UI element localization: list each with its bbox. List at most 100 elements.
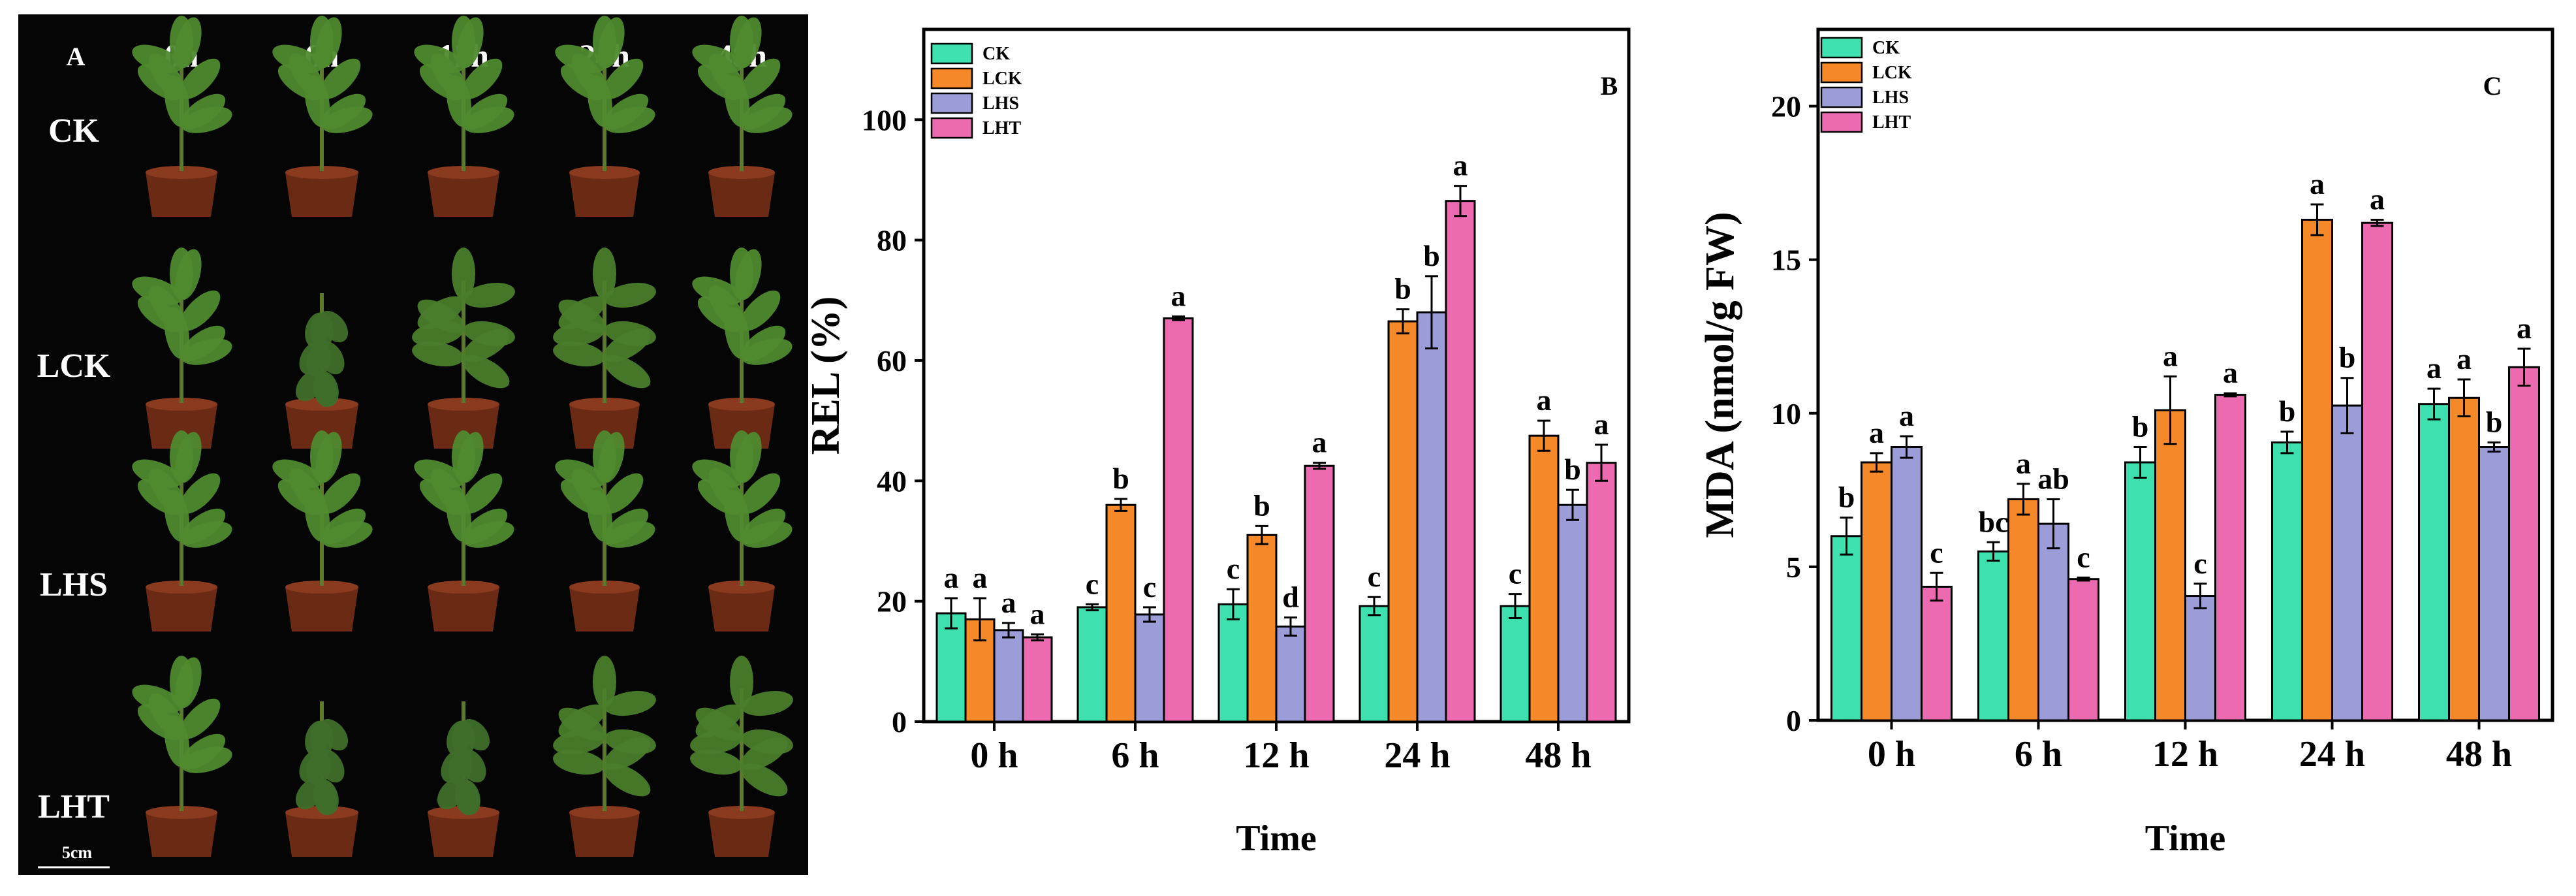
y-tick-label: 40 — [877, 464, 907, 498]
y-tick-label: 20 — [1771, 90, 1801, 123]
pot-rim — [569, 398, 640, 411]
leaf — [462, 355, 510, 389]
significance-letter-ck-3: c — [1368, 560, 1381, 593]
leaf — [560, 479, 606, 515]
leaf — [553, 342, 605, 367]
bar-lck-2 — [1246, 534, 1278, 723]
pot-rim — [708, 806, 775, 819]
bar-ck-4 — [1500, 605, 1531, 723]
x-tick-label-4: 48 h — [2446, 734, 2512, 775]
significance-letter-lht-3: a — [1453, 149, 1468, 182]
plant-lht-2 — [428, 701, 499, 857]
pot — [428, 812, 499, 857]
x-tick-label-0: 0 h — [1868, 734, 1915, 775]
significance-letter-ck-4: a — [2427, 351, 2442, 385]
leaf — [310, 430, 334, 483]
bar-lhs-4 — [1557, 504, 1588, 723]
significance-letter-lhs-3: b — [1423, 239, 1440, 272]
leaf — [740, 58, 781, 99]
legend-label-ck: CK — [1872, 38, 1900, 58]
legend-swatch-lht — [930, 117, 973, 139]
bar-lhs-0 — [1891, 446, 1923, 722]
x-tick-label-0: 0 h — [970, 735, 1018, 776]
leaf — [310, 16, 334, 68]
panel-letter-b: B — [1601, 71, 1618, 101]
leaf — [740, 325, 786, 362]
pot — [146, 587, 217, 632]
leaf — [321, 93, 366, 130]
leaf — [462, 508, 508, 545]
leaf — [448, 750, 473, 786]
leaf — [740, 93, 786, 130]
leaf — [412, 342, 464, 367]
pot-rim — [569, 806, 640, 819]
leaf — [593, 248, 616, 300]
leaf — [452, 248, 475, 300]
leaf — [180, 698, 221, 739]
legend-label-ck: CK — [982, 44, 1010, 64]
leaf — [690, 750, 742, 775]
leaf — [603, 737, 651, 771]
leaf — [697, 479, 743, 515]
plant-lhs-2 — [414, 430, 514, 632]
bar-ck-0 — [1830, 535, 1862, 722]
leaf — [603, 93, 649, 130]
plant-lht-0 — [132, 656, 232, 857]
bar-lht-0 — [1022, 636, 1053, 723]
significance-letter-ck-1: bc — [1979, 505, 2009, 538]
leaf — [306, 750, 331, 786]
significance-letter-lck-2: b — [1253, 488, 1270, 522]
significance-letter-lhs-2: c — [2193, 547, 2207, 580]
leaf — [695, 707, 743, 741]
leaf — [313, 779, 338, 816]
pot-rim — [146, 581, 217, 594]
x-tick-label-3: 24 h — [2299, 734, 2365, 775]
bar-lck-4 — [2448, 396, 2480, 722]
significance-letter-lhs-4: b — [1564, 453, 1581, 486]
pot-rim — [285, 581, 358, 594]
pot-rim — [146, 398, 217, 411]
plant-lck-2 — [412, 248, 515, 449]
leaf — [452, 430, 475, 483]
bar-ck-0 — [935, 612, 967, 723]
leaf — [180, 325, 226, 362]
leaf — [170, 430, 193, 483]
y-tick-label: 0 — [1786, 704, 1801, 737]
legend-swatch-ck — [930, 42, 973, 65]
legend-swatch-lck — [930, 67, 973, 89]
leaf — [170, 248, 193, 300]
significance-letter-ck-2: c — [1227, 552, 1240, 585]
y-tick-label: 60 — [877, 344, 907, 377]
pot-rim — [569, 581, 640, 594]
significance-letter-lhs-4: b — [2486, 405, 2503, 438]
x-tick-label-2: 12 h — [2152, 734, 2218, 775]
row-label-ck: CK — [48, 112, 100, 150]
legend-swatch-lht — [1820, 111, 1863, 133]
bar-lck-4 — [1528, 434, 1560, 723]
pot — [146, 172, 217, 217]
panel-letter-c: C — [2483, 71, 2502, 101]
significance-letter-lck-1: b — [1112, 462, 1129, 495]
leaf — [560, 64, 606, 101]
row-label-lck: LCK — [37, 347, 111, 385]
bar-lht-1 — [1163, 317, 1194, 723]
x-tick-label-2: 12 h — [1243, 735, 1309, 776]
plant-lht-4 — [690, 656, 793, 857]
bar-ck-1 — [1977, 550, 2009, 722]
significance-letter-lht-2: a — [2223, 356, 2238, 389]
significance-letter-lht-3: a — [2370, 183, 2385, 216]
pot-rim — [428, 581, 499, 594]
significance-letter-lhs-2: d — [1282, 581, 1299, 614]
leaf — [558, 707, 606, 741]
plant-lck-0 — [132, 248, 232, 449]
legend-label-lht: LHT — [1872, 112, 1911, 133]
legend-swatch-lck — [1820, 61, 1863, 84]
leaf — [419, 479, 465, 515]
leaf — [741, 691, 793, 716]
leaf — [462, 328, 510, 362]
plant-ck-3 — [555, 16, 655, 217]
bar-ck-3 — [1359, 605, 1390, 723]
legend-label-lht: LHT — [982, 118, 1021, 138]
